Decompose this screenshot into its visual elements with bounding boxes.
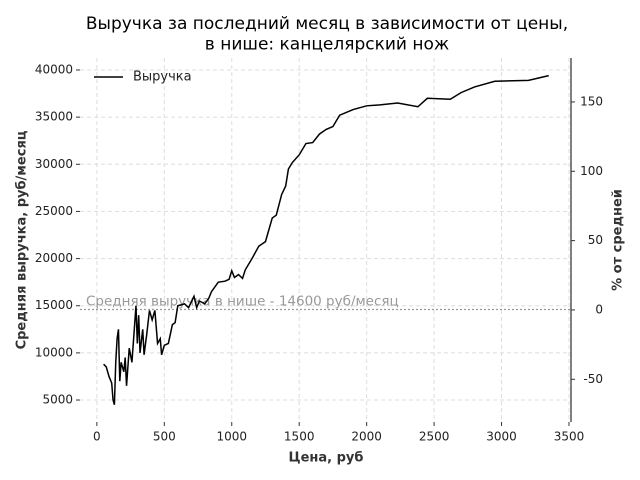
x-axis-label: Цена, руб <box>289 451 364 466</box>
y2-tick-label: -50 <box>583 372 603 386</box>
y-tick-label: 30000 <box>35 157 73 171</box>
x-tick-label: 3000 <box>486 430 517 444</box>
x-tick-label: 500 <box>153 430 176 444</box>
x-tick-label: 0 <box>93 430 101 444</box>
y-tick-label: 10000 <box>35 345 73 359</box>
x-tick-label: 3500 <box>554 430 585 444</box>
y-tick-label: 25000 <box>35 204 73 218</box>
y-axis-label: Средняя выручка, руб/месяц <box>15 130 30 349</box>
x-tick-label: 2000 <box>351 430 382 444</box>
y2-tick-label: 0 <box>595 302 603 316</box>
y-tick-label: 15000 <box>35 298 73 312</box>
y2-tick-label: 50 <box>588 233 603 247</box>
x-tick-label: 1000 <box>216 430 247 444</box>
y2-axis-label: % от средней <box>611 189 626 291</box>
y-tick-label: 5000 <box>42 393 73 407</box>
y2-tick-label: 150 <box>580 94 603 108</box>
data-line <box>103 74 549 405</box>
x-tick-label: 1500 <box>284 430 315 444</box>
legend-label: Выручка <box>133 70 192 85</box>
y-tick-label: 40000 <box>35 62 73 76</box>
y-tick-label: 35000 <box>35 110 73 124</box>
reference-label: Средняя выручка в нише - 14600 руб/месяц <box>86 293 399 309</box>
y2-tick-label: 100 <box>580 164 603 178</box>
x-tick-label: 2500 <box>419 430 450 444</box>
chart-title-line: Выручка за последний месяц в зависимости… <box>86 14 568 54</box>
y-tick-label: 20000 <box>35 251 73 265</box>
